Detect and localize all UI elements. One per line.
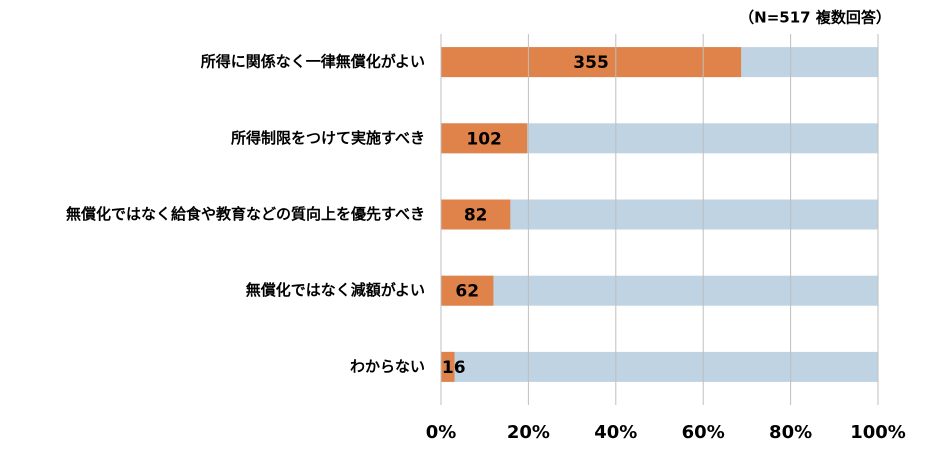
data-label: 82 <box>464 206 488 226</box>
x-tick-label: 0% <box>426 422 457 443</box>
data-label: 355 <box>573 53 609 73</box>
bar <box>441 199 511 230</box>
category-label: 所得制限をつけて実施すべき <box>231 129 425 147</box>
bar <box>441 351 455 382</box>
x-tick-label: 40% <box>594 422 637 443</box>
category-label: 無償化ではなく減額がよい <box>246 281 425 299</box>
bar <box>441 47 742 78</box>
x-tick-label: 60% <box>682 422 725 443</box>
data-label: 16 <box>442 358 466 378</box>
data-label: 62 <box>455 282 479 302</box>
x-tick-label: 100% <box>850 422 906 443</box>
category-label: 所得に関係なく一律無償化がよい <box>201 53 425 71</box>
bar-track <box>441 275 878 306</box>
data-label: 102 <box>466 129 502 149</box>
bar-track <box>441 199 878 230</box>
bar <box>441 275 494 306</box>
x-tick-label: 80% <box>769 422 812 443</box>
bar-track <box>441 351 878 382</box>
annotation: （N=517 複数回答） <box>739 9 891 27</box>
category-label: わからない <box>350 357 425 375</box>
category-label: 無償化ではなく給食や教育などの質向上を優先すべき <box>66 205 425 223</box>
x-tick-label: 20% <box>507 422 550 443</box>
bar <box>441 123 528 154</box>
